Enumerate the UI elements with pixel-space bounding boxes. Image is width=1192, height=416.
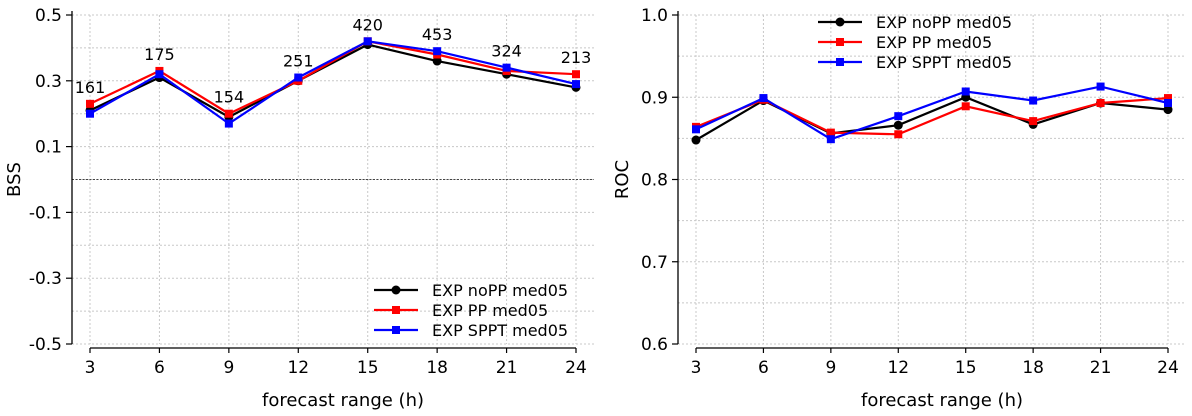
- series-1-point: [961, 102, 970, 111]
- y-tick-label: -0.1: [29, 203, 62, 223]
- series-2-point: [961, 87, 970, 96]
- legend-label: EXP PP med05: [432, 301, 548, 320]
- series-2-point: [826, 135, 835, 144]
- x-axis-title: forecast range (h): [861, 390, 1023, 411]
- series-1-point: [86, 99, 94, 108]
- x-axis-title: forecast range (h): [262, 390, 424, 411]
- data-label: 251: [283, 52, 314, 71]
- series-2-point: [224, 119, 233, 128]
- series-2-point: [1029, 96, 1038, 105]
- x-tick-label: 15: [357, 358, 379, 378]
- y-tick-label: 0.9: [641, 88, 668, 108]
- x-tick-label: 12: [887, 358, 909, 378]
- y-axis-title: BSS: [4, 162, 25, 197]
- legend-marker: [835, 17, 845, 27]
- series-line-2: [695, 85, 1169, 141]
- data-label: 453: [422, 25, 453, 44]
- series-1-point: [224, 109, 233, 118]
- y-tick-label: 0.5: [35, 6, 62, 26]
- x-tick-label: 24: [1157, 358, 1179, 378]
- y-tick-label: 0.3: [35, 72, 62, 92]
- series-line-0: [89, 43, 577, 119]
- y-tick-label: 0.8: [641, 171, 668, 191]
- legend-label: EXP noPP med05: [432, 281, 568, 300]
- y-tick-label: 0.7: [641, 253, 668, 273]
- series-2-point: [1096, 82, 1105, 91]
- x-tick-label: 3: [85, 358, 96, 378]
- x-tick-label: 21: [496, 358, 518, 378]
- series-1-point: [1096, 99, 1105, 108]
- y-axis-title: ROC: [612, 160, 633, 199]
- series-2-point: [155, 70, 164, 79]
- data-label: 161: [75, 78, 106, 97]
- series-1-point: [894, 130, 903, 139]
- x-tick-label: 12: [287, 358, 309, 378]
- legend-marker: [392, 306, 400, 314]
- x-tick-label: 15: [955, 358, 977, 378]
- legend-marker: [392, 326, 400, 334]
- y-tick-label: 0.6: [641, 335, 668, 355]
- data-label: 420: [352, 15, 383, 34]
- series-2-point: [572, 80, 580, 89]
- series-1-point: [1029, 117, 1038, 126]
- series-1-point: [826, 128, 835, 137]
- legend-marker: [391, 285, 401, 295]
- legend-marker: [836, 38, 844, 46]
- x-tick-label: 21: [1090, 358, 1112, 378]
- data-label: 324: [491, 42, 522, 61]
- series-line-1: [89, 40, 577, 115]
- series-0-point: [1163, 105, 1173, 115]
- series-0-point: [691, 135, 701, 145]
- series-2-point: [502, 63, 511, 72]
- series-2-point: [86, 109, 94, 118]
- legend-label: EXP SPPT med05: [876, 53, 1012, 72]
- data-label: 154: [214, 88, 245, 107]
- series-1-point: [572, 70, 580, 79]
- legend-label: EXP noPP med05: [876, 13, 1012, 32]
- x-tick-label: 24: [565, 358, 587, 378]
- y-tick-label: 1.0: [641, 6, 668, 26]
- series-2-point: [294, 73, 303, 82]
- x-tick-label: 6: [758, 358, 769, 378]
- series-2-point: [433, 47, 442, 56]
- series-2-point: [759, 94, 768, 103]
- x-tick-label: 9: [223, 358, 234, 378]
- legend-label: EXP PP med05: [876, 33, 992, 52]
- roc-chart: 0.6 0.7 0.8 0.9 1.0 3 6 9 12 15 18 21 24 forecast ran…: [612, 6, 1186, 411]
- series-line-2: [89, 40, 577, 125]
- x-tick-label: 6: [154, 358, 165, 378]
- series-0-point: [893, 120, 903, 130]
- x-tick-label: 18: [426, 358, 448, 378]
- legend-label: EXP SPPT med05: [432, 321, 568, 340]
- series-2-point: [692, 125, 700, 134]
- x-tick-label: 18: [1022, 358, 1044, 378]
- series-2-point: [894, 112, 903, 121]
- legend-marker: [836, 58, 844, 66]
- y-tick-label: 0.1: [35, 138, 62, 158]
- x-tick-label: 9: [825, 358, 836, 378]
- series-2-point: [1164, 99, 1172, 108]
- series-1-point: [1164, 94, 1172, 103]
- data-label: 213: [561, 48, 592, 67]
- series-0-point: [432, 56, 442, 66]
- y-tick-label: -0.3: [29, 269, 62, 289]
- series-2-point: [363, 37, 372, 46]
- x-tick-label: 3: [691, 358, 702, 378]
- y-tick-label: -0.5: [29, 335, 62, 355]
- bss-chart: -0.5 -0.3 -0.1 0.1 0.3 0.5 3 6 9 12 15 18 21 24 foreca…: [4, 6, 594, 411]
- data-label: 175: [144, 45, 175, 64]
